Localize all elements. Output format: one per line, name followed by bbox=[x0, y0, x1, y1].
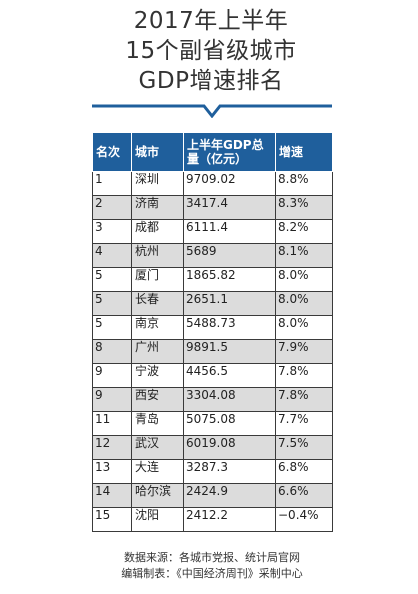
city-cell: 西安 bbox=[131, 387, 184, 412]
rank-cell: 9 bbox=[92, 387, 132, 412]
table-row: 5 长春 2651.1 8.0% bbox=[92, 291, 333, 316]
table-row: 4 杭州 5689 8.1% bbox=[92, 243, 333, 268]
growth-cell: 7.5% bbox=[275, 435, 333, 460]
gdp-cell: 5075.08 bbox=[183, 411, 276, 436]
source-note: 数据来源：各城市党报、统计局官网 编辑制表：《中国经济周刊》采制中心 bbox=[92, 550, 332, 582]
gdp-cell: 1865.82 bbox=[183, 267, 276, 292]
growth-cell: 6.6% bbox=[275, 483, 333, 508]
growth-cell: 7.7% bbox=[275, 411, 333, 436]
table-row: 14 哈尔滨 2424.9 6.6% bbox=[92, 483, 333, 508]
gdp-cell: 2424.9 bbox=[183, 483, 276, 508]
table-row: 11 青岛 5075.08 7.7% bbox=[92, 411, 333, 436]
city-cell: 杭州 bbox=[131, 243, 184, 268]
rank-cell: 8 bbox=[92, 339, 132, 364]
rank-cell: 11 bbox=[92, 411, 132, 436]
city-cell: 长春 bbox=[131, 291, 184, 316]
city-cell: 大连 bbox=[131, 459, 184, 484]
growth-cell: 7.9% bbox=[275, 339, 333, 364]
source-line: 数据来源：各城市党报、统计局官网 bbox=[124, 551, 300, 564]
gdp-cell: 3304.08 bbox=[183, 387, 276, 412]
rank-cell: 14 bbox=[92, 483, 132, 508]
growth-cell: 8.0% bbox=[275, 291, 333, 316]
city-cell: 深圳 bbox=[131, 171, 184, 196]
table-header-row: 名次 城市 上半年GDP总量（亿元） 增速 bbox=[92, 132, 333, 172]
editor-line: 编辑制表：《中国经济周刊》采制中心 bbox=[121, 567, 303, 580]
growth-cell: 8.2% bbox=[275, 219, 333, 244]
gdp-cell: 3417.4 bbox=[183, 195, 276, 220]
gdp-cell: 9891.5 bbox=[183, 339, 276, 364]
city-cell: 哈尔滨 bbox=[131, 483, 184, 508]
city-cell: 沈阳 bbox=[131, 507, 184, 532]
rank-cell: 5 bbox=[92, 291, 132, 316]
gdp-cell: 2412.2 bbox=[183, 507, 276, 532]
growth-cell: 8.1% bbox=[275, 243, 333, 268]
gdp-cell: 6019.08 bbox=[183, 435, 276, 460]
growth-cell: 8.3% bbox=[275, 195, 333, 220]
growth-cell: 8.8% bbox=[275, 171, 333, 196]
table-row: 15 沈阳 2412.2 −0.4% bbox=[92, 507, 333, 532]
table-row: 9 宁波 4456.5 7.8% bbox=[92, 363, 333, 388]
header-rank: 名次 bbox=[92, 132, 132, 172]
table-row: 9 西安 3304.08 7.8% bbox=[92, 387, 333, 412]
gdp-cell: 6111.4 bbox=[183, 219, 276, 244]
rank-cell: 5 bbox=[92, 267, 132, 292]
rank-cell: 12 bbox=[92, 435, 132, 460]
growth-cell: 8.0% bbox=[275, 267, 333, 292]
city-cell: 南京 bbox=[131, 315, 184, 340]
gdp-cell: 2651.1 bbox=[183, 291, 276, 316]
city-cell: 厦门 bbox=[131, 267, 184, 292]
table-row: 8 广州 9891.5 7.9% bbox=[92, 339, 333, 364]
rank-cell: 2 bbox=[92, 195, 132, 220]
gdp-cell: 5689 bbox=[183, 243, 276, 268]
title-divider bbox=[92, 104, 332, 118]
rank-cell: 4 bbox=[92, 243, 132, 268]
gdp-cell: 5488.73 bbox=[183, 315, 276, 340]
growth-cell: 6.8% bbox=[275, 459, 333, 484]
city-cell: 广州 bbox=[131, 339, 184, 364]
table-row: 5 南京 5488.73 8.0% bbox=[92, 315, 333, 340]
ranking-table: 名次 城市 上半年GDP总量（亿元） 增速 1 深圳 9709.02 8.8% 2 济南 3… bbox=[92, 132, 333, 532]
rank-cell: 9 bbox=[92, 363, 132, 388]
header-city: 城市 bbox=[131, 132, 184, 172]
rank-cell: 1 bbox=[92, 171, 132, 196]
table-row: 2 济南 3417.4 8.3% bbox=[92, 195, 333, 220]
growth-cell: 7.8% bbox=[275, 363, 333, 388]
city-cell: 济南 bbox=[131, 195, 184, 220]
growth-cell: 7.8% bbox=[275, 387, 333, 412]
growth-cell: −0.4% bbox=[275, 507, 333, 532]
gdp-cell: 9709.02 bbox=[183, 171, 276, 196]
title-line-2: 15个副省级城市 bbox=[125, 38, 297, 64]
table-row: 12 武汉 6019.08 7.5% bbox=[92, 435, 333, 460]
table-row: 13 大连 3287.3 6.8% bbox=[92, 459, 333, 484]
title-line-1: 2017年上半年 bbox=[133, 8, 289, 34]
rank-cell: 13 bbox=[92, 459, 132, 484]
table-row: 3 成都 6111.4 8.2% bbox=[92, 219, 333, 244]
city-cell: 宁波 bbox=[131, 363, 184, 388]
rank-cell: 5 bbox=[92, 315, 132, 340]
ranking-table-wrapper: 名次 城市 上半年GDP总量（亿元） 增速 1 深圳 9709.02 8.8% 2 济南 3… bbox=[92, 132, 333, 532]
city-cell: 武汉 bbox=[131, 435, 184, 460]
gdp-cell: 4456.5 bbox=[183, 363, 276, 388]
rank-cell: 3 bbox=[92, 219, 132, 244]
table-body: 1 深圳 9709.02 8.8% 2 济南 3417.4 8.3% 3 成都 6111.4 8.2%… bbox=[92, 171, 333, 532]
title-block: 2017年上半年 15个副省级城市 GDP增速排名 bbox=[92, 6, 330, 96]
header-gdp: 上半年GDP总量（亿元） bbox=[183, 132, 276, 172]
rank-cell: 15 bbox=[92, 507, 132, 532]
table-row: 1 深圳 9709.02 8.8% bbox=[92, 171, 333, 196]
title-line-3: GDP增速排名 bbox=[138, 68, 284, 94]
table-row: 5 厦门 1865.82 8.0% bbox=[92, 267, 333, 292]
city-cell: 青岛 bbox=[131, 411, 184, 436]
growth-cell: 8.0% bbox=[275, 315, 333, 340]
city-cell: 成都 bbox=[131, 219, 184, 244]
gdp-cell: 3287.3 bbox=[183, 459, 276, 484]
header-growth: 增速 bbox=[275, 132, 333, 172]
